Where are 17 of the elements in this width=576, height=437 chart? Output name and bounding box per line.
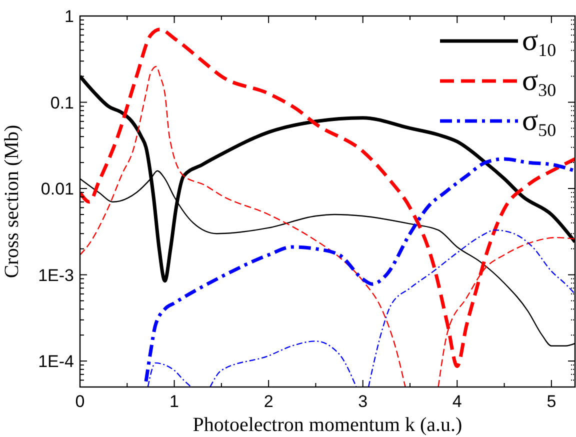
y-tick-label: 0.1 [50, 93, 74, 112]
x-tick-label: 2 [264, 392, 274, 411]
y-tick-label: 1E-4 [38, 352, 74, 372]
line-series [144, 157, 575, 384]
y-axis-title: Cross section (Mb) [1, 124, 23, 278]
legend-label: σ$_{50}$ [522, 104, 556, 140]
legend-label: σ$_{30}$ [522, 64, 556, 100]
y-tick-label: 1E-3 [38, 266, 74, 285]
x-tick-label: 5 [546, 392, 556, 411]
x-axis-title: Photoelectron momentum k (a.u.) [192, 414, 462, 436]
x-tick-label: 0 [75, 392, 85, 411]
y-tick-label: 1 [64, 7, 74, 26]
x-tick-label: 1 [170, 392, 180, 411]
x-tick-label: 3 [358, 392, 368, 411]
legend-label: σ$_{10}$ [522, 24, 556, 60]
y-tick-label: 0.01 [40, 180, 74, 199]
x-tick-label: 4 [452, 392, 462, 411]
